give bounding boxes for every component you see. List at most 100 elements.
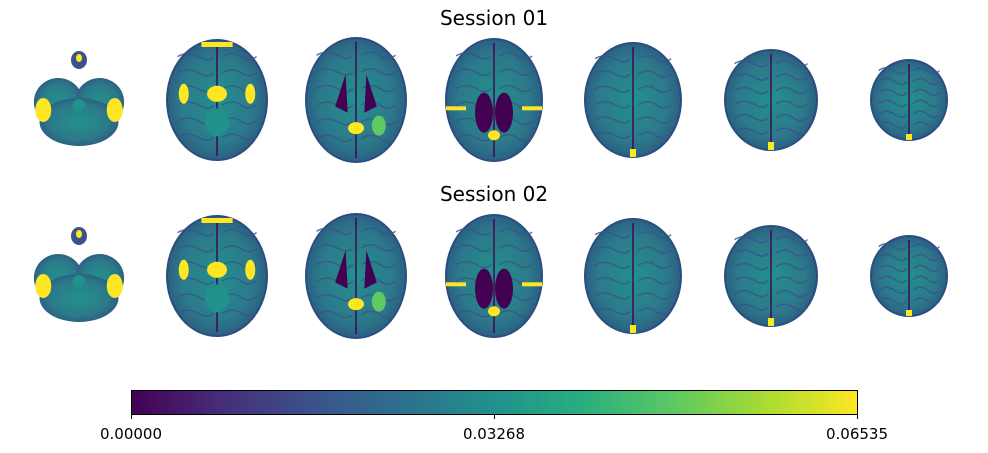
gyrus (734, 100, 769, 108)
brain-slice (584, 218, 682, 334)
ventricle-right (495, 268, 513, 309)
gyrus (912, 242, 940, 251)
gyrus (637, 131, 672, 140)
highlight (522, 282, 542, 287)
ventricle-left (475, 268, 493, 309)
brain-slice (724, 225, 818, 327)
ventricle-left (335, 250, 348, 289)
gyrus (775, 249, 808, 257)
brain-slice (445, 38, 543, 162)
brainstem (73, 275, 85, 287)
gyrus (316, 294, 354, 302)
highlight (522, 106, 542, 111)
session-02-title: Session 02 (439, 182, 549, 206)
highlight (178, 259, 189, 280)
highlight (488, 130, 500, 141)
highlight (35, 274, 52, 298)
gyrus (734, 303, 769, 311)
gyrus (637, 70, 672, 78)
gyrus (734, 113, 769, 122)
brain-slice (305, 37, 407, 163)
brainstem (205, 108, 229, 137)
gyrus (594, 230, 631, 239)
gyrus (316, 84, 354, 93)
gyrus (221, 244, 257, 253)
gyrus (316, 244, 354, 252)
gyrus (455, 260, 492, 269)
gyrus (316, 68, 354, 76)
gyrus (455, 244, 492, 253)
gyrus (594, 276, 631, 285)
gyrus (360, 310, 396, 319)
gyrus (177, 244, 215, 253)
gyrus (221, 101, 257, 109)
ventricle-right (495, 92, 513, 133)
highlight (371, 291, 386, 312)
gyrus (455, 134, 492, 142)
gyrus (775, 100, 808, 108)
gyrus (221, 133, 257, 141)
gyrus (637, 230, 672, 239)
gyrus (912, 286, 940, 295)
gyrus (734, 262, 769, 271)
session-02-slices (0, 206, 988, 346)
gyrus (912, 297, 940, 305)
gyrus (316, 227, 354, 235)
highlight (106, 274, 123, 298)
gyrus (878, 88, 908, 97)
highlight (35, 98, 52, 122)
gyrus (498, 244, 533, 253)
gyrus (498, 68, 533, 77)
highlight (201, 42, 233, 47)
highlight (768, 142, 774, 150)
cerebellum (39, 274, 119, 322)
gyrus (177, 52, 215, 61)
gyrus (775, 113, 808, 122)
gyrus (734, 73, 769, 81)
gyrus (316, 134, 354, 143)
gyrus (221, 277, 257, 285)
gyrus (221, 52, 257, 61)
brain-slice (305, 213, 407, 339)
gyrus (878, 242, 908, 251)
gyrus (594, 246, 631, 254)
highlight (207, 261, 227, 278)
gyrus (775, 235, 808, 244)
gyrus (455, 310, 492, 318)
session-01-slices (0, 30, 988, 170)
gyrus (734, 59, 769, 68)
gyrus (775, 303, 808, 311)
gyrus (221, 68, 257, 77)
gyrus (637, 246, 672, 254)
gyrus (637, 116, 672, 124)
brain-slice (870, 59, 948, 141)
gyrus (878, 253, 908, 262)
gyrus (177, 133, 215, 141)
gyrus (878, 77, 908, 86)
gyrus (912, 121, 940, 129)
gyrus (637, 54, 672, 63)
colorbar-tick-max (857, 414, 858, 419)
gyrus (594, 70, 631, 78)
gyrus (316, 51, 354, 59)
gyrus (360, 68, 396, 76)
colorbar-min-label: 0.00000 (99, 425, 163, 443)
gyrus (498, 134, 533, 142)
gyrus (878, 286, 908, 295)
gyrus (734, 86, 769, 95)
brain-slice (166, 215, 268, 337)
gyrus (455, 84, 492, 93)
highlight (906, 134, 912, 140)
brain-slice (33, 51, 125, 146)
highlight (76, 54, 82, 62)
gyrus (912, 77, 940, 86)
gyrus (594, 307, 631, 316)
highlight (446, 106, 466, 111)
gyrus (637, 261, 672, 270)
gyrus (177, 309, 215, 317)
ventricle-left (475, 92, 493, 133)
ventricle-left (335, 74, 348, 113)
gyrus (316, 310, 354, 319)
highlight (178, 83, 189, 104)
gyrus (221, 228, 257, 237)
